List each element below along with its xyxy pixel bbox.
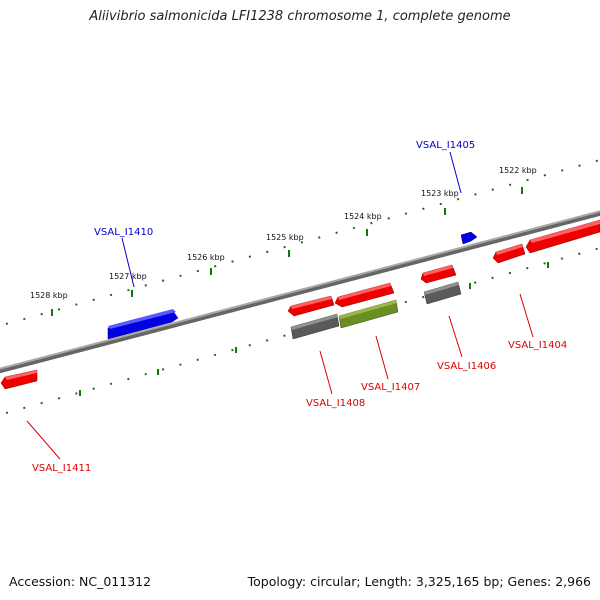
leader-vsal-i1408	[319, 350, 333, 395]
leader-vsal-i1407	[375, 335, 389, 380]
accession-text: Accession: NC_011312	[9, 574, 152, 589]
genome-summary-text: Topology: circular; Length: 3,325,165 bp…	[247, 574, 591, 589]
gene-label-vsal-i1406[interactable]: VSAL_I1406	[437, 361, 496, 372]
chromosome-backbone	[0, 210, 600, 374]
scale-label: 1527 kbp	[109, 272, 147, 281]
scale-label: 1522 kbp	[499, 166, 537, 175]
scale-label: 1528 kbp	[30, 291, 68, 300]
scale-label: 1525 kbp	[266, 233, 304, 242]
gene-arrow-top-face	[423, 265, 453, 276]
upper-tick-track	[5, 159, 600, 325]
gene-label-vsal-i1404[interactable]: VSAL_I1404	[508, 340, 567, 351]
scale-labels: 1528 kbp 1527 kbp 1526 kbp 1525 kbp 1524…	[30, 166, 537, 300]
gene-arrow-top-face	[530, 220, 600, 243]
scale-label: 1524 kbp	[344, 212, 382, 221]
gene-label-vsal-i1410[interactable]: VSAL_I1410	[94, 227, 153, 238]
scale-label: 1523 kbp	[421, 189, 459, 198]
leader-vsal-i1406	[448, 315, 463, 358]
gene-box-top-face	[339, 300, 397, 319]
map-title: Aliivibrio salmonicida LFI1238 chromosom…	[89, 9, 511, 24]
label-leaders	[26, 151, 534, 460]
backbone-highlight	[0, 210, 600, 370]
gene-arrow-top-face	[108, 309, 176, 329]
gene-box-top-face	[424, 282, 459, 295]
gene-arrow-vsal-i1405[interactable]	[460, 231, 478, 245]
leader-vsal-i1411	[26, 420, 61, 460]
gene-label-vsal-i1407[interactable]: VSAL_I1407	[361, 382, 420, 393]
scale-label: 1526 kbp	[187, 253, 225, 262]
leader-vsal-i1405	[449, 151, 462, 194]
gene-labels: VSAL_I1410 VSAL_I1405 VSAL_I1411 VSAL_I1…	[32, 140, 567, 474]
gene-label-vsal-i1411[interactable]: VSAL_I1411	[32, 463, 91, 474]
gene-box-top-face	[291, 314, 338, 330]
gene-arrow-top-face	[5, 370, 37, 380]
gene-label-vsal-i1408[interactable]: VSAL_I1408	[306, 398, 365, 409]
gene-arrow-top-face	[291, 296, 332, 309]
other-genes	[0, 219, 600, 390]
forward-genes	[107, 231, 478, 340]
gene-label-vsal-i1405[interactable]: VSAL_I1405	[416, 140, 475, 151]
leader-vsal-i1410	[121, 237, 135, 288]
gene-arrow-top-face	[496, 244, 523, 255]
minor-ticks	[5, 159, 600, 325]
leader-vsal-i1404	[519, 293, 534, 338]
backbone-shadow	[0, 210, 600, 374]
gene-arrow-top-face	[338, 283, 391, 300]
